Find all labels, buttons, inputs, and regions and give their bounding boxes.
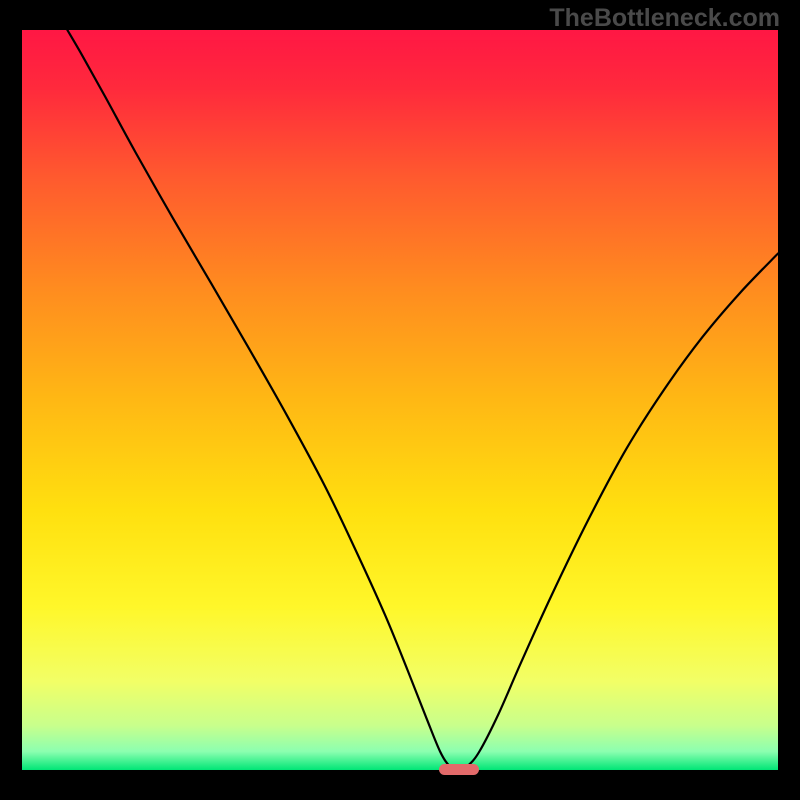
plot-background-gradient	[22, 30, 778, 770]
curve-minimum-marker	[439, 764, 478, 775]
chart-container: TheBottleneck.com	[0, 0, 800, 800]
watermark-text: TheBottleneck.com	[549, 4, 780, 33]
plot-area	[22, 30, 778, 770]
